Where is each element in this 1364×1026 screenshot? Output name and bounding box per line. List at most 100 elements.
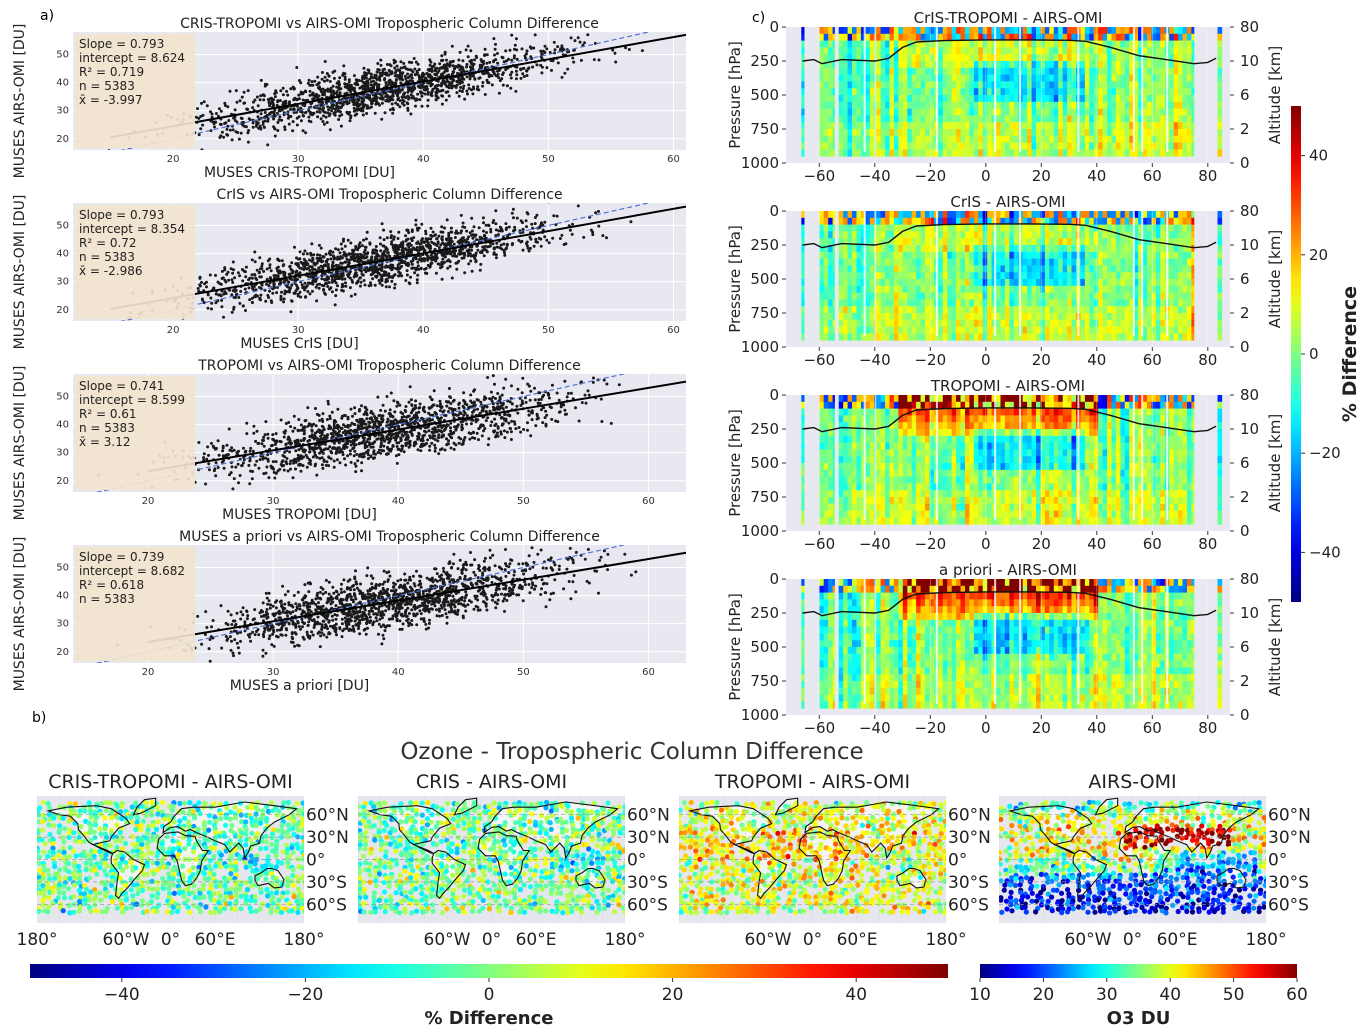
scatter-point bbox=[306, 424, 310, 428]
scatter-point bbox=[238, 99, 242, 103]
scatter-point bbox=[333, 113, 337, 117]
scatter-point bbox=[224, 292, 228, 295]
scatter-point bbox=[445, 423, 449, 427]
scatter-point bbox=[380, 117, 384, 121]
y-tick-label: 20 bbox=[56, 476, 69, 487]
scatter-point bbox=[400, 429, 404, 433]
scatter-point bbox=[446, 243, 450, 247]
scatter-point bbox=[391, 111, 395, 115]
scatter-point bbox=[443, 226, 446, 230]
scatter-point bbox=[450, 240, 454, 243]
scatter-point bbox=[386, 251, 390, 254]
scatter-point bbox=[430, 240, 434, 244]
scatter-point bbox=[239, 617, 243, 621]
scatter-point bbox=[381, 418, 385, 422]
scatter-point bbox=[289, 310, 293, 314]
scatter-point bbox=[494, 256, 498, 260]
scatter-point bbox=[250, 276, 254, 280]
scatter-point bbox=[276, 111, 279, 115]
scatter-point bbox=[433, 426, 437, 430]
scatter-point bbox=[379, 438, 383, 442]
scatter-point bbox=[426, 98, 430, 102]
scatter-point bbox=[359, 280, 363, 284]
scatter-point bbox=[391, 98, 395, 102]
scatter-point bbox=[342, 444, 346, 447]
scatter-point bbox=[335, 277, 339, 280]
scatter-points bbox=[107, 32, 686, 150]
scatter-point bbox=[554, 223, 558, 227]
scatter-point bbox=[407, 262, 411, 266]
scatter-point bbox=[291, 429, 295, 433]
scatter-point bbox=[343, 457, 346, 461]
scatter-point bbox=[308, 93, 312, 97]
scatter-point bbox=[495, 241, 499, 245]
scatter-point bbox=[442, 66, 446, 70]
scatter-point bbox=[318, 110, 322, 114]
scatter-point bbox=[299, 428, 303, 432]
scatter-point bbox=[414, 255, 418, 259]
scatter-point bbox=[441, 94, 445, 98]
scatter-point bbox=[452, 70, 456, 74]
scatter-point bbox=[493, 382, 496, 386]
scatter-point bbox=[439, 402, 442, 406]
scatter-point bbox=[371, 425, 375, 429]
scatter-point bbox=[457, 402, 461, 406]
scatter-point bbox=[400, 101, 404, 105]
x-axis-label: MUSES CRIS-TROPOMI [DU] bbox=[204, 165, 395, 181]
scatter-point bbox=[339, 587, 343, 591]
scatter-point bbox=[360, 404, 363, 408]
scatter-point bbox=[502, 386, 506, 390]
scatter-point bbox=[622, 190, 625, 193]
scatter-point bbox=[428, 58, 432, 62]
scatter-point bbox=[206, 306, 210, 310]
scatter-point bbox=[413, 271, 417, 275]
scatter-point bbox=[331, 84, 335, 88]
scatter-point bbox=[336, 407, 340, 411]
scatter-point bbox=[536, 416, 540, 420]
scatter-point bbox=[541, 421, 545, 425]
scatter-point bbox=[257, 466, 261, 470]
scatter-point bbox=[438, 262, 441, 266]
y-tick-label: 50 bbox=[56, 49, 69, 60]
scatter-point bbox=[300, 266, 303, 270]
scatter-point bbox=[571, 56, 575, 60]
scatter-point bbox=[445, 437, 448, 441]
scatter-point bbox=[458, 50, 462, 54]
scatter-point bbox=[410, 266, 414, 270]
scatter-point bbox=[527, 409, 531, 413]
scatter-point bbox=[400, 73, 404, 76]
scatter-point bbox=[381, 70, 385, 74]
scatter-point bbox=[253, 273, 257, 277]
scatter-point bbox=[290, 270, 294, 274]
scatter-point bbox=[248, 482, 252, 486]
scatter-point bbox=[456, 65, 460, 69]
scatter-point bbox=[574, 406, 577, 410]
scatter-point bbox=[359, 107, 363, 111]
scatter-point bbox=[266, 143, 270, 147]
scatter-point bbox=[271, 460, 275, 464]
scatter-point bbox=[329, 257, 333, 261]
scatter-point bbox=[284, 633, 288, 637]
scatter-point bbox=[336, 446, 340, 450]
scatter-point bbox=[253, 98, 257, 102]
scatter-point bbox=[327, 74, 331, 78]
scatter-point bbox=[366, 251, 370, 255]
scatter-point bbox=[393, 66, 397, 70]
scatter-point bbox=[340, 414, 344, 418]
scatter-point bbox=[258, 98, 262, 102]
scatter-point bbox=[507, 421, 511, 425]
scatter-point bbox=[300, 625, 304, 629]
y-tick-label: 30 bbox=[56, 277, 69, 288]
scatter-point bbox=[441, 410, 445, 414]
scatter-point bbox=[326, 402, 330, 406]
scatter-point bbox=[336, 423, 339, 427]
scatter-point bbox=[438, 89, 442, 93]
scatter-point bbox=[434, 94, 438, 98]
scatter-point bbox=[390, 240, 394, 244]
scatter-point bbox=[276, 258, 280, 262]
scatter-point bbox=[521, 376, 525, 380]
scatter-point bbox=[402, 92, 406, 96]
scatter-point bbox=[457, 406, 461, 410]
scatter-point bbox=[240, 117, 244, 121]
